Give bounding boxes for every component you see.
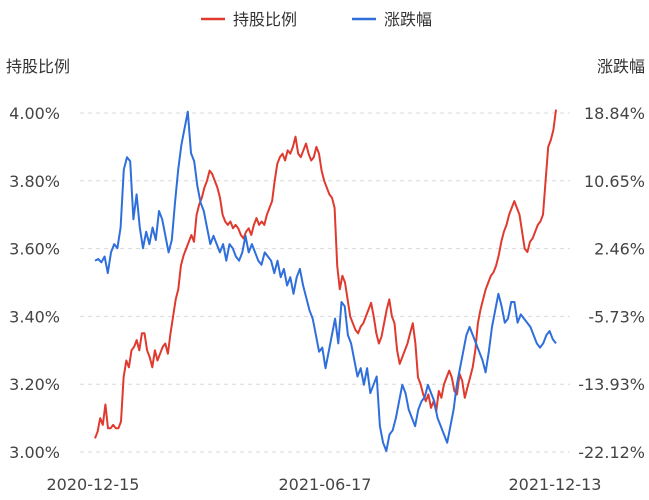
grid	[80, 112, 570, 453]
x-tick-label: 2021-06-17	[279, 475, 372, 494]
legend-item-holding-ratio[interactable]: 持股比例	[201, 10, 297, 29]
x-axis-ticks: 2020-12-15 2021-06-17 2021-12-13	[47, 475, 602, 494]
series-line-holding-ratio[interactable]	[94, 109, 557, 439]
x-tick-label: 2021-12-13	[509, 475, 602, 494]
series	[94, 109, 557, 452]
right-tick-label: 18.84%	[584, 104, 645, 123]
right-tick-label: 10.65%	[584, 172, 645, 191]
right-axis-title: 涨跌幅	[597, 57, 645, 76]
series-line-change-pct[interactable]	[94, 110, 557, 452]
right-tick-label: -13.93%	[578, 375, 645, 394]
legend: 持股比例 涨跌幅	[201, 10, 432, 29]
left-tick-label: 3.80%	[9, 172, 60, 191]
left-axis-title: 持股比例	[6, 57, 70, 76]
legend-label-holding-ratio: 持股比例	[233, 10, 297, 29]
left-tick-label: 3.20%	[9, 375, 60, 394]
right-tick-label: -22.12%	[578, 443, 645, 462]
right-tick-label: 2.46%	[594, 240, 645, 259]
x-tick-label: 2020-12-15	[47, 475, 140, 494]
left-tick-label: 4.00%	[9, 104, 60, 123]
right-axis-ticks: -22.12% -13.93% -5.73% 2.46% 10.65% 18.84%	[578, 104, 645, 462]
legend-label-change-pct: 涨跌幅	[384, 10, 432, 29]
left-tick-label: 3.40%	[9, 307, 60, 326]
left-tick-label: 3.60%	[9, 240, 60, 259]
legend-item-change-pct[interactable]: 涨跌幅	[352, 10, 432, 29]
right-tick-label: -5.73%	[588, 307, 645, 326]
left-tick-label: 3.00%	[9, 443, 60, 462]
left-axis-ticks: 3.00% 3.20% 3.40% 3.60% 3.80% 4.00%	[9, 104, 60, 462]
